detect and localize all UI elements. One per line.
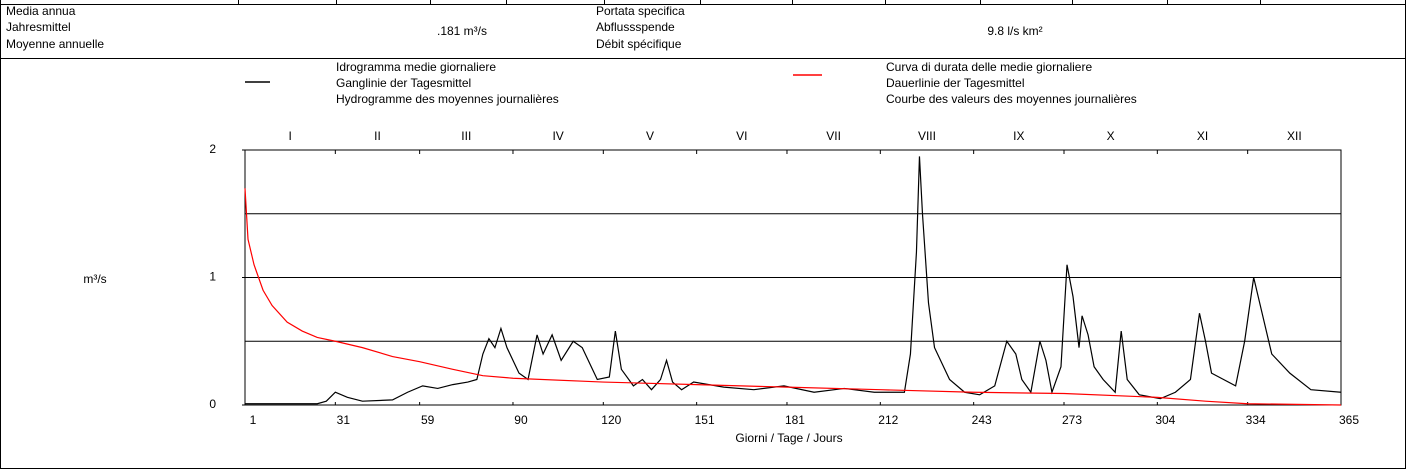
month-label: VI [736,129,747,143]
header-label: Media annua [6,4,76,18]
month-label: V [646,129,654,143]
legend-label: Hydrogramme des moyennes journalières [336,92,559,106]
x-axis-label: Giorni / Tage / Jours [735,431,842,445]
month-label: III [461,129,471,143]
header-label: Moyenne annuelle [6,37,104,51]
month-label: IV [552,129,563,143]
y-tick-label: 0 [209,397,216,411]
header-label: Jahresmittel [6,20,71,34]
month-label: X [1107,129,1115,143]
month-label: II [374,129,381,143]
x-tick-label: 59 [421,413,435,427]
legend-label: Ganglinie der Tagesmittel [336,76,471,90]
header-label: Abflussspende [596,20,675,34]
legend-label: Courbe des valeurs des moyennes journali… [886,92,1137,106]
x-tick-label: 212 [878,413,898,427]
month-label: VII [826,129,841,143]
x-tick-label: 273 [1062,413,1082,427]
series-line [244,188,1342,406]
month-label: XII [1287,129,1302,143]
month-label: I [288,129,291,143]
x-tick-label: 334 [1246,413,1266,427]
month-label: XI [1197,129,1208,143]
y-tick-label: 1 [209,270,216,284]
month-label: VIII [918,129,936,143]
x-tick-label: 304 [1155,413,1175,427]
y-axis-label: m³/s [83,272,106,286]
month-label: IX [1013,129,1024,143]
x-tick-label: 181 [785,413,805,427]
x-tick-label: 1 [250,413,257,427]
legend-label: Idrogramma medie giornaliere [336,60,496,74]
legend-label: Curva di durata delle medie giornaliere [886,60,1092,74]
x-tick-label: 120 [601,413,621,427]
legend-label: Dauerlinie der Tagesmittel [886,76,1025,90]
series-line [245,156,1342,405]
header-label: Portata specifica [596,4,685,18]
plot-area [244,149,1342,406]
x-tick-label: 151 [695,413,715,427]
x-tick-label: 243 [972,413,992,427]
header-label: Débit spécifique [596,37,682,51]
x-tick-label: 90 [514,413,528,427]
x-tick-label: 31 [337,413,351,427]
header-value: .181 m³/s [437,24,487,38]
y-tick-label: 2 [209,142,216,156]
x-tick-label: 365 [1339,413,1359,427]
header-value: 9.8 l/s km² [987,24,1042,38]
